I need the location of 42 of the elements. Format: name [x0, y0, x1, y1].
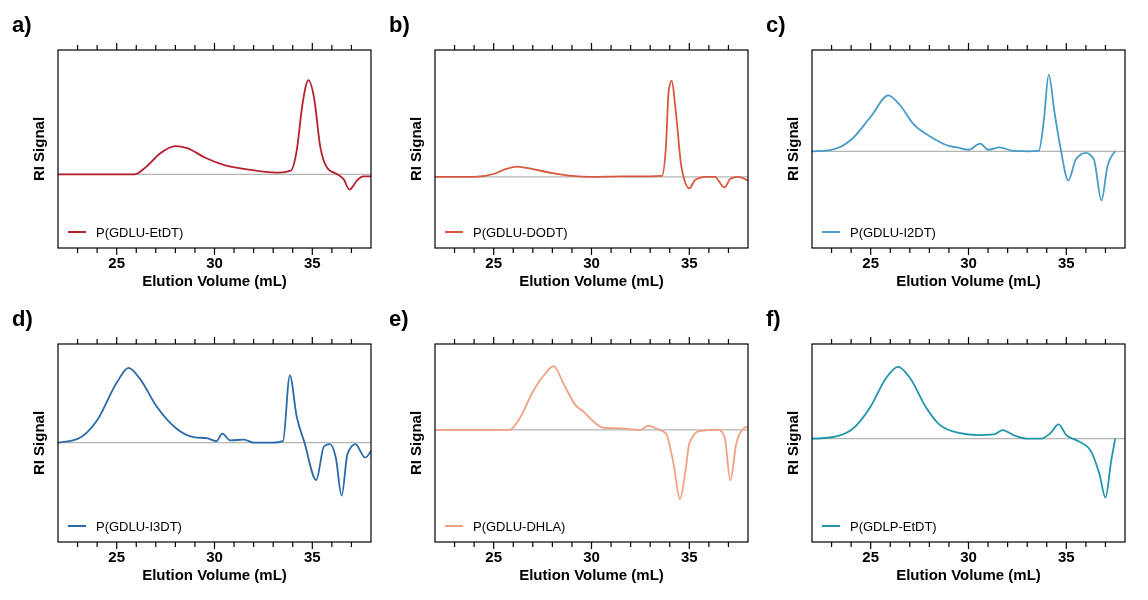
- legend-label: P(GDLP-EtDT): [850, 519, 937, 534]
- x-tick-label: 30: [583, 548, 600, 565]
- chart-title: f): [766, 306, 781, 331]
- chart-title: d): [12, 306, 33, 331]
- x-tick-label: 25: [485, 548, 503, 565]
- x-tick-label: 35: [1057, 548, 1075, 565]
- y-axis-title: RI Signal: [407, 410, 424, 476]
- x-tick-label: 30: [960, 548, 977, 565]
- x-tick-label: 25: [485, 254, 503, 271]
- y-axis-title: RI Signal: [30, 116, 47, 182]
- x-tick-label: 30: [960, 254, 977, 271]
- legend-label: P(GDLU-DHLA): [473, 519, 566, 534]
- x-axis-title: Elution Volume (mL): [519, 272, 664, 289]
- legend-label: P(GDLU-EtDT): [96, 225, 184, 240]
- x-tick-label: 30: [206, 254, 223, 271]
- x-tick-label: 25: [862, 254, 880, 271]
- x-tick-label: 35: [680, 254, 698, 271]
- chart-title: e): [389, 306, 409, 331]
- x-tick-label: 25: [108, 548, 126, 565]
- x-axis-title: Elution Volume (mL): [896, 272, 1041, 289]
- x-axis-title: Elution Volume (mL): [142, 272, 287, 289]
- y-axis-title: RI Signal: [30, 410, 47, 476]
- chart-title: b): [389, 12, 410, 37]
- chart-title: a): [12, 12, 32, 37]
- y-axis-title: RI Signal: [784, 116, 801, 182]
- x-tick-label: 25: [108, 254, 126, 271]
- x-axis-title: Elution Volume (mL): [896, 566, 1041, 583]
- legend-label: P(GDLU-I2DT): [850, 225, 936, 240]
- legend-label: P(GDLU-DODT): [473, 225, 568, 240]
- x-tick-label: 35: [303, 254, 321, 271]
- chart-title: c): [766, 12, 786, 37]
- y-axis-title: RI Signal: [784, 410, 801, 476]
- x-axis-title: Elution Volume (mL): [519, 566, 664, 583]
- y-axis-title: RI Signal: [407, 116, 424, 182]
- x-tick-label: 30: [206, 548, 223, 565]
- x-tick-label: 35: [680, 548, 698, 565]
- x-tick-label: 30: [583, 254, 600, 271]
- legend-label: P(GDLU-I3DT): [96, 519, 182, 534]
- x-tick-label: 25: [862, 548, 880, 565]
- x-tick-label: 35: [1057, 254, 1075, 271]
- x-axis-title: Elution Volume (mL): [142, 566, 287, 583]
- x-tick-label: 35: [303, 548, 321, 565]
